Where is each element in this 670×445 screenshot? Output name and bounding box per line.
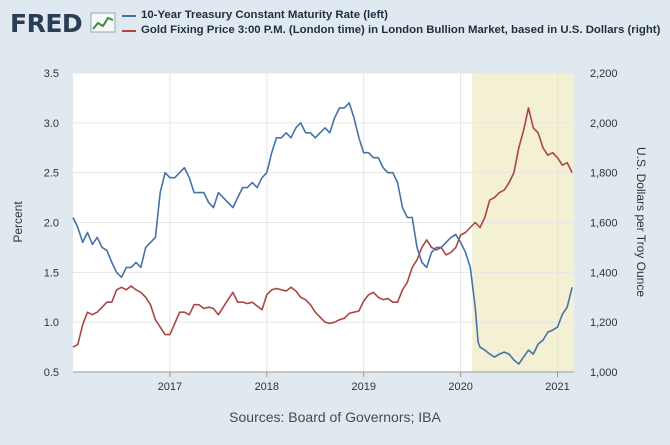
- series-line-gold: [72, 107, 573, 348]
- right-axis-tick-label: 1,000: [590, 367, 618, 379]
- right-axis-ticks: 2,200 2,000 1,800 1,600 1,400 1,200 1,000: [590, 68, 618, 379]
- left-axis-tick-label: 3.0: [44, 118, 59, 130]
- left-axis-tick-label: 1.0: [44, 317, 59, 329]
- right-axis-tick-label: 1,600: [590, 218, 618, 230]
- legend-item-treasury[interactable]: 10-Year Treasury Constant Maturity Rate …: [122, 8, 662, 23]
- x-axis-tick-label: 2018: [255, 381, 279, 393]
- left-axis-tick-label: 2.5: [44, 168, 59, 180]
- left-axis-tick-label: 3.5: [44, 68, 59, 80]
- legend-label-treasury: 10-Year Treasury Constant Maturity Rate …: [141, 9, 388, 21]
- legend-item-gold[interactable]: Gold Fixing Price 3:00 P.M. (London time…: [122, 23, 662, 38]
- x-axis-tick-label: 2017: [158, 381, 182, 393]
- source-note: Sources: Board of Governors; IBA: [229, 409, 441, 425]
- fred-logo-text: FRED: [10, 9, 82, 38]
- x-axis-tick-label: 2020: [448, 381, 472, 393]
- logo-graph-icon: [90, 12, 116, 33]
- series-line-treasury: [72, 102, 573, 365]
- x-axis-tick-label: 2021: [545, 381, 569, 393]
- right-axis-tick-label: 1,800: [590, 168, 618, 180]
- left-axis-tick-label: 0.5: [44, 367, 59, 379]
- right-axis-title: U.S. Dollars per Troy Ounce: [634, 147, 648, 297]
- left-axis-tick-label: 1.5: [44, 267, 59, 279]
- x-axis-ticks: 2017 2018 2019 2020 2021: [158, 372, 570, 393]
- x-axis-tick-label: 2019: [351, 381, 375, 393]
- legend: 10-Year Treasury Constant Maturity Rate …: [122, 8, 662, 38]
- legend-label-gold: Gold Fixing Price 3:00 P.M. (London time…: [141, 24, 661, 36]
- legend-swatch-treasury: [122, 15, 136, 17]
- right-axis-tick-label: 2,200: [590, 68, 618, 80]
- right-axis-tick-label: 1,400: [590, 267, 618, 279]
- legend-swatch-gold: [122, 30, 136, 32]
- right-axis-tick-label: 2,000: [590, 118, 618, 130]
- left-axis-tick-label: 2.0: [44, 218, 59, 230]
- left-axis-ticks: 3.5 3.0 2.5 2.0 1.5 1.0 0.5: [44, 68, 59, 379]
- left-axis-title: Percent: [11, 201, 25, 243]
- right-axis-tick-label: 1,200: [590, 317, 618, 329]
- fred-logo[interactable]: FRED: [8, 6, 120, 40]
- chart: 3.5 3.0 2.5 2.0 1.5 1.0 0.5 2,200 2,000 1,800 1,6…: [11, 68, 648, 393]
